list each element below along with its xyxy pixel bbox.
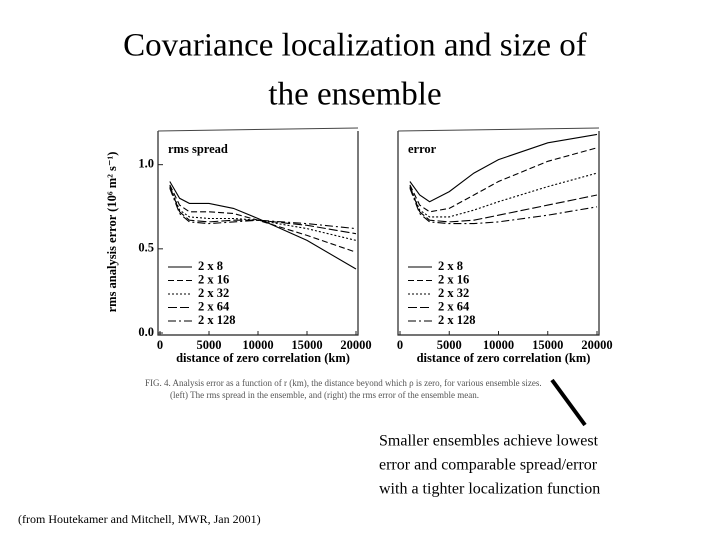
source: (from Houtekamer and Mitchell, MWR, Jan … [18,512,261,526]
legend-label: 2 x 8 [198,259,223,273]
figure-caption: (left) The rms spread in the ensemble, a… [170,390,479,400]
slide-title: Covariance localization and size of [123,28,587,64]
annotation: Smaller ensembles achieve lowest [379,433,599,450]
series-line [169,181,357,270]
legend-label: 2 x 64 [198,299,230,313]
series-line [169,188,357,230]
x-tick-label: 15000 [532,338,563,352]
x-tick-label: 5000 [197,338,222,352]
y-axis-label: rms analysis error (10⁶ m² s⁻¹) [105,152,119,313]
x-tick-label: 0 [397,338,403,352]
annotation: with a tighter localization function [379,481,600,498]
y-tick-label: 1.0 [138,157,154,171]
y-tick-label: 0.5 [138,241,154,255]
slide-title: the ensemble [268,77,441,113]
legend-label: 2 x 32 [438,286,469,300]
annotation: error and comparable spread/error [379,457,598,474]
legend-label: 2 x 32 [198,286,229,300]
series-line [409,172,598,218]
legend-label: 2 x 16 [198,272,229,286]
series-line [409,133,598,203]
legend-label: 2 x 8 [438,259,463,273]
series-line [169,184,357,253]
x-tick-label: 15000 [291,338,322,352]
legend-label: 2 x 128 [438,313,476,327]
arrow [550,378,587,427]
legend-label: 2 x 128 [198,313,236,327]
figure-caption: FIG. 4. Analysis error as a function of … [145,378,542,388]
x-axis-label: distance of zero correlation (km) [176,351,350,365]
axis-top [397,127,600,132]
x-tick-label: 10000 [483,338,514,352]
x-tick-label: 10000 [242,338,273,352]
x-tick-label: 20000 [340,338,371,352]
panel-title: error [408,142,437,156]
y-tick-label: 0.0 [138,325,154,339]
series-line [409,147,598,213]
x-tick-label: 0 [157,338,163,352]
x-tick-label: 20000 [581,338,612,352]
series-line [409,186,598,223]
axis-top [157,127,359,132]
axis-frame [157,131,359,336]
x-tick-label: 5000 [437,338,462,352]
series-line [169,186,357,235]
legend-label: 2 x 64 [438,299,470,313]
series-line [409,188,598,225]
x-axis-label: distance of zero correlation (km) [417,351,591,365]
series-line [169,186,357,241]
legend-label: 2 x 16 [438,272,469,286]
axis-frame [397,131,600,336]
panel-title: rms spread [168,142,228,156]
